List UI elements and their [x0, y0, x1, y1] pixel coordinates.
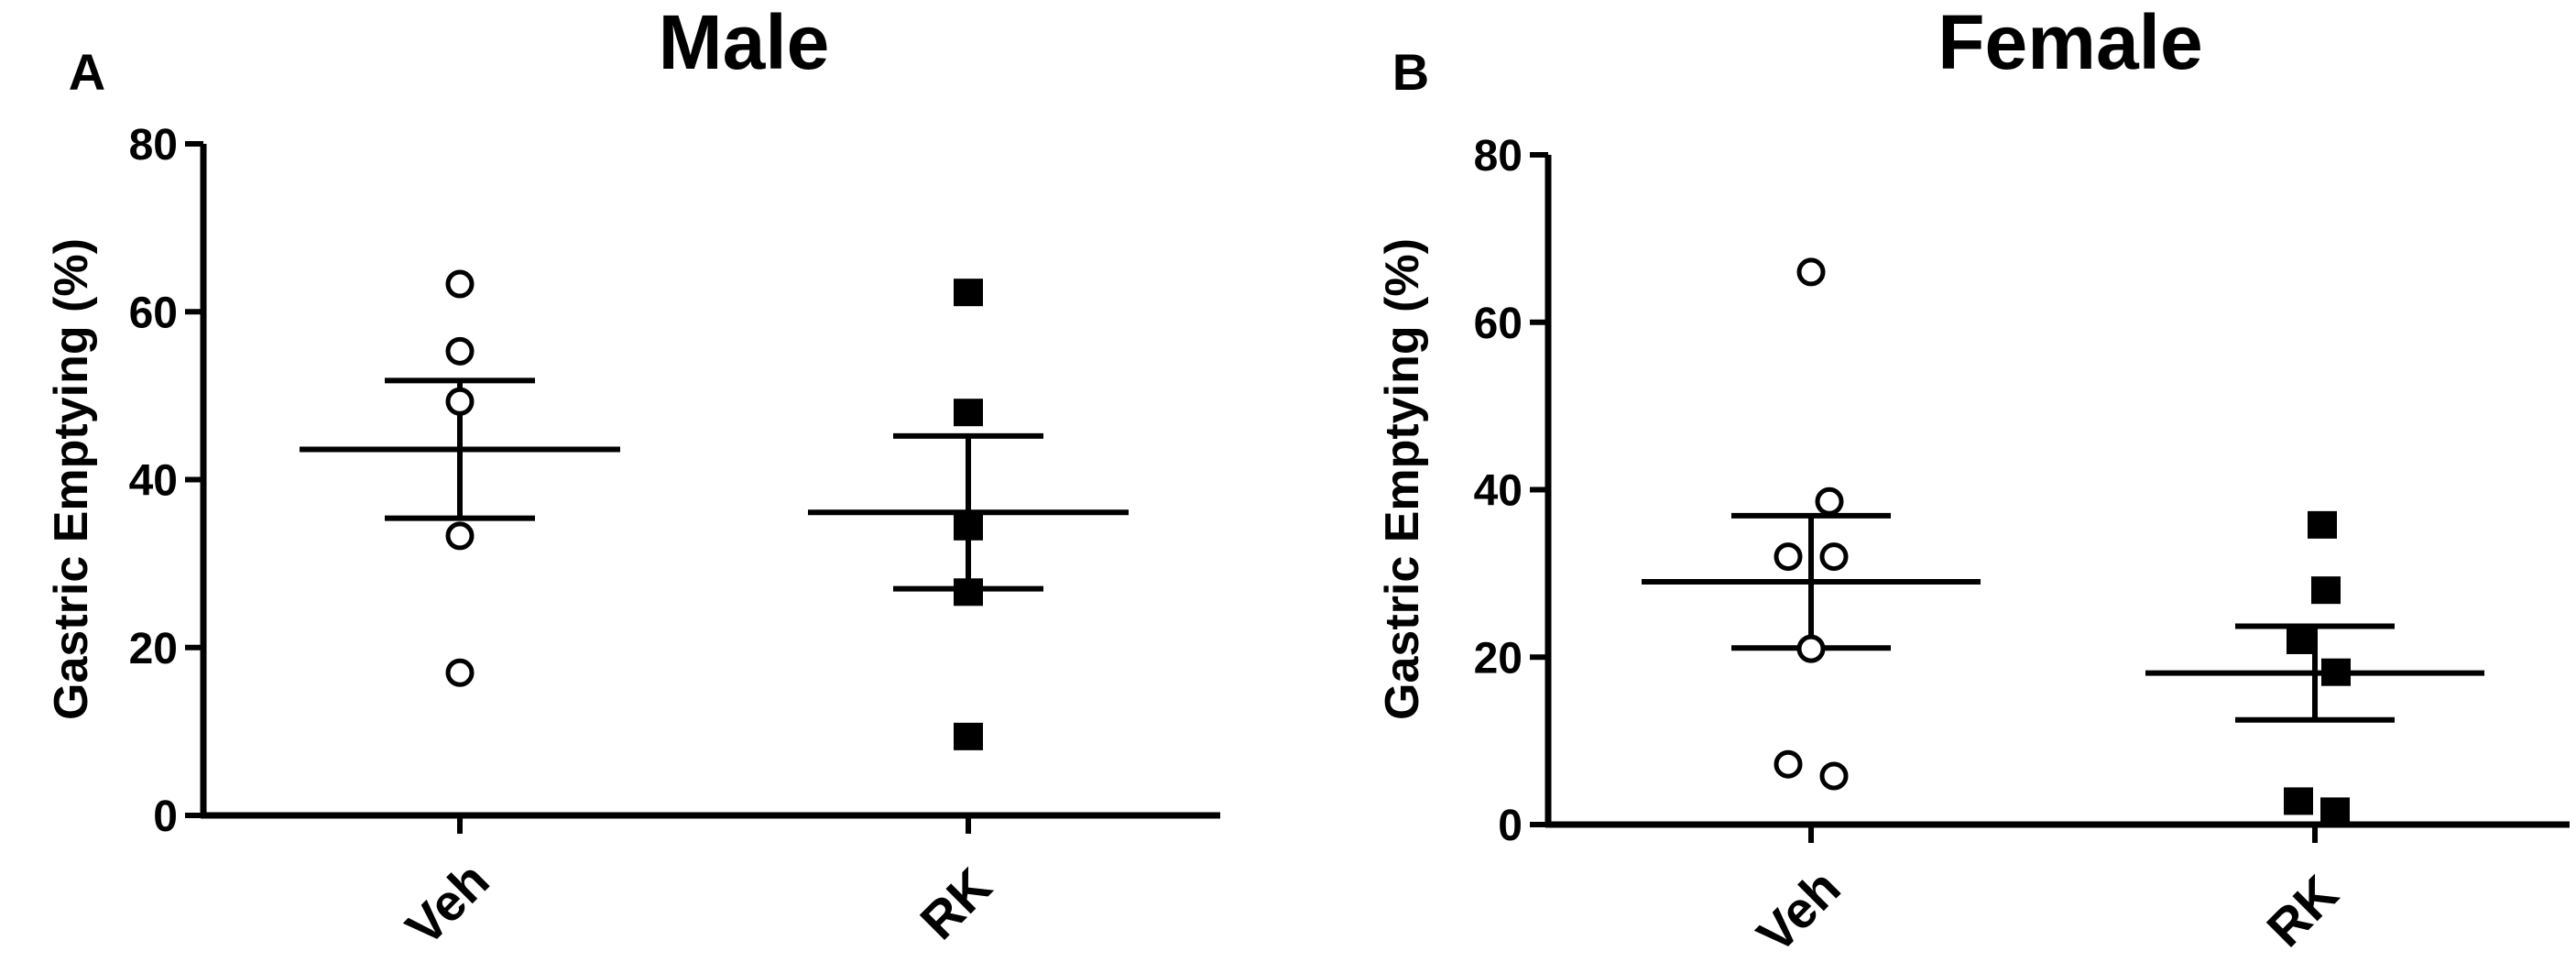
- y-tick-label: 40: [129, 457, 178, 506]
- data-point: [1796, 257, 1826, 287]
- data-point: [2320, 797, 2350, 825]
- data-point: [1774, 749, 1803, 779]
- data-point: [1819, 542, 1849, 572]
- data-point: [1774, 542, 1803, 572]
- data-point: [2311, 576, 2341, 605]
- data-point: [2287, 626, 2316, 654]
- panel-label: A: [69, 43, 105, 101]
- y-tick-label: 40: [1474, 467, 1523, 516]
- chart-panel-a: A Male 0 20 40 60 80 Gastric Emptying (%) Veh RK: [45, 0, 1220, 957]
- chart-title: Male: [659, 0, 830, 85]
- y-tick-label: 80: [129, 121, 178, 169]
- x-tick-label: Veh: [395, 851, 500, 957]
- data-point: [1815, 486, 1844, 516]
- y-tick-label: 60: [129, 289, 178, 337]
- chart-title: Female: [1937, 0, 2203, 85]
- data-point: [445, 336, 475, 366]
- panel-label: B: [1392, 43, 1429, 101]
- data-point: [954, 722, 983, 750]
- data-point: [2321, 658, 2351, 686]
- data-point: [954, 578, 983, 607]
- data-point: [445, 658, 475, 687]
- data-point: [1796, 634, 1826, 663]
- data-point: [445, 387, 475, 416]
- data-point: [2308, 510, 2337, 539]
- x-tick-label: RK: [2255, 864, 2349, 957]
- x-tick-label: RK: [909, 857, 1002, 950]
- data-point: [1819, 761, 1849, 791]
- data-point: [445, 269, 475, 299]
- data-point: [954, 279, 983, 307]
- y-tick-label: 0: [1498, 802, 1523, 850]
- data-point: [954, 512, 983, 541]
- data-point: [445, 521, 475, 551]
- y-axis-label: Gastric Emptying (%): [45, 238, 98, 720]
- series-veh: [1642, 257, 1981, 791]
- y-axis-label: Gastric Emptying (%): [1376, 238, 1429, 720]
- y-tick-label: 80: [1474, 132, 1523, 180]
- series-rk: [2145, 510, 2484, 825]
- series-veh: [300, 269, 620, 687]
- y-tick-label: 20: [129, 625, 178, 673]
- y-tick-label: 20: [1474, 634, 1523, 683]
- data-point: [2284, 787, 2313, 815]
- series-rk: [808, 279, 1129, 750]
- data-point: [954, 399, 983, 427]
- x-tick-label: Veh: [1746, 858, 1851, 962]
- chart-panel-b: B Female 0 20 40 60 80 Gastric Emptying (%) Veh R…: [1376, 0, 2570, 962]
- y-tick-label: 0: [153, 793, 178, 841]
- y-tick-label: 60: [1474, 300, 1523, 348]
